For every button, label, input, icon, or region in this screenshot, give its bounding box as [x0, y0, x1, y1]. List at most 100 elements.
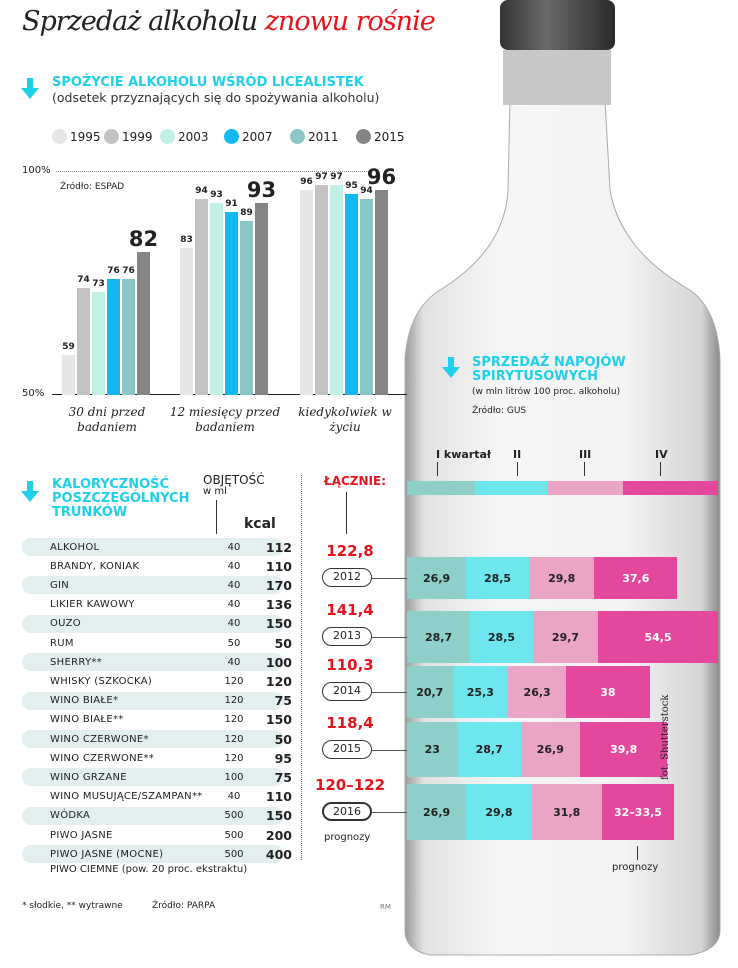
bar [92, 292, 105, 395]
year-pill: 2016 [322, 802, 372, 821]
bar-value-label: 89 [240, 208, 253, 219]
year-connector [372, 637, 407, 638]
table-row: ALKOHOL 40 112 [22, 538, 292, 556]
bar-value-label: 83 [180, 234, 193, 245]
quarter-label: II [513, 448, 522, 461]
legend-label: 1995 [70, 129, 101, 144]
legend-label: 2011 [308, 129, 339, 144]
stacked-segment: 26,9 [407, 784, 467, 840]
arrow-down-icon [442, 357, 460, 378]
bar-value-label: 93 [246, 178, 277, 203]
forecast-note: prognozy [324, 832, 371, 843]
volume-pointer [216, 500, 217, 534]
drink-name: RUM [50, 637, 74, 649]
drink-volume: 40 [227, 656, 241, 668]
quarter-pointer [517, 462, 518, 476]
drink-kcal: 75 [274, 769, 292, 785]
drink-name: PIWO JASNE (MOCNE) [50, 848, 164, 860]
bar-value-label: 95 [345, 181, 358, 192]
calories-source: Źródło: PARPA [152, 901, 216, 911]
legend-swatch [224, 129, 239, 144]
legend-swatch-quarter [623, 481, 718, 495]
bar [345, 194, 358, 395]
chart1-title: SPOŻYCIE ALKOHOLU WŚRÓD LICEALISTEK [52, 75, 364, 90]
stacked-segment: 29,7 [532, 611, 599, 663]
legend-item: 1999 [104, 129, 153, 144]
bar-value-label: 74 [77, 274, 90, 285]
totals-pointer [346, 492, 347, 534]
legend-item: 2007 [224, 129, 273, 144]
legend-item: 2011 [290, 129, 339, 144]
last-row-label: PIWO CIEMNE (pow. 20 proc. ekstraktu) [50, 864, 248, 875]
drink-kcal: 100 [265, 654, 292, 670]
stacked-segment: 28,5 [470, 611, 533, 663]
bar-value-label: 97 [315, 172, 328, 183]
stacked-segment: 31,8 [531, 784, 602, 840]
author-credit: RM [380, 903, 391, 911]
drink-kcal: 50 [274, 731, 292, 747]
divider [301, 475, 302, 860]
stacked-segment: 37,6 [594, 557, 678, 599]
drink-name: GIN [50, 579, 70, 591]
table-row: WINO MUSUJĄCE/SZAMPAN** 40 110 [22, 788, 292, 806]
drink-name: BRANDY, KONIAK [50, 560, 140, 572]
page-title: Sprzedaż alkoholu znowu rośnie [22, 6, 436, 37]
drink-volume: 40 [227, 599, 241, 611]
year-pill: 2012 [322, 568, 372, 587]
bar [255, 203, 268, 395]
bar [77, 287, 90, 395]
quarter-pointer [660, 462, 661, 476]
legend-item: 1995 [52, 129, 101, 144]
stacked-segment: 32–33,5 [601, 784, 675, 840]
drink-volume: 120 [224, 714, 244, 726]
drink-volume: 40 [227, 541, 241, 553]
drink-volume: 120 [224, 752, 244, 764]
chart2-subtitle: (w mln litrów 100 proc. alkoholu) [472, 387, 621, 397]
gridline-100 [56, 171, 371, 172]
bar-value-label: 59 [62, 341, 75, 352]
drink-volume: 120 [224, 695, 244, 707]
bar-value-label: 76 [122, 266, 135, 277]
drink-volume: 500 [224, 848, 244, 860]
drink-name: WINO CZERWONE** [50, 752, 155, 764]
drink-volume: 40 [227, 791, 241, 803]
arrow-down-icon [21, 78, 39, 99]
bar-value-label: 93 [210, 190, 223, 201]
table-row: SHERRY** 40 100 [22, 653, 292, 672]
drink-kcal: 200 [265, 827, 292, 843]
drink-name: OUZO [50, 618, 81, 630]
quarter-label: I kwartał [436, 448, 492, 461]
bar-value-label: 96 [300, 176, 313, 187]
table-row: RUM 50 50 [22, 634, 292, 652]
legend-item: 2015 [356, 129, 405, 144]
drink-volume: 50 [227, 637, 241, 649]
bar [62, 354, 75, 395]
drink-volume: 40 [227, 560, 241, 572]
drink-kcal: 136 [265, 597, 292, 613]
bar [107, 279, 120, 395]
legend-label: 2015 [374, 129, 405, 144]
drink-kcal: 110 [265, 558, 292, 574]
drink-name: WINO GRZANE [50, 771, 127, 783]
year-connector [372, 812, 407, 813]
table-row: PIWO JASNE (MOCNE) 500 400 [22, 845, 292, 864]
drink-name: WINO CZERWONE* [50, 733, 149, 745]
year-pill: 2014 [322, 682, 372, 701]
bar [225, 212, 238, 395]
stacked-segment: 25,3 [452, 666, 509, 718]
stacked-segment: 29,8 [466, 784, 532, 840]
bar [137, 252, 150, 395]
stacked-segment: 26,3 [508, 666, 567, 718]
table-row: WINO GRZANE 100 75 [22, 768, 292, 787]
drink-volume: 500 [224, 810, 244, 822]
table-row: OUZO 40 150 [22, 614, 292, 633]
table-row: WINO BIAŁE* 120 75 [22, 691, 292, 710]
bar [300, 189, 313, 395]
totals-label: ŁĄCZNIE: [324, 474, 387, 488]
legend-label: 2003 [178, 129, 209, 144]
chart2-source: Źródło: GUS [472, 406, 527, 416]
drink-kcal: 112 [265, 539, 292, 555]
drink-volume: 120 [224, 675, 244, 687]
volume-header: OBJĘTOŚĆ [203, 473, 265, 487]
bar-value-label: 94 [360, 185, 373, 196]
